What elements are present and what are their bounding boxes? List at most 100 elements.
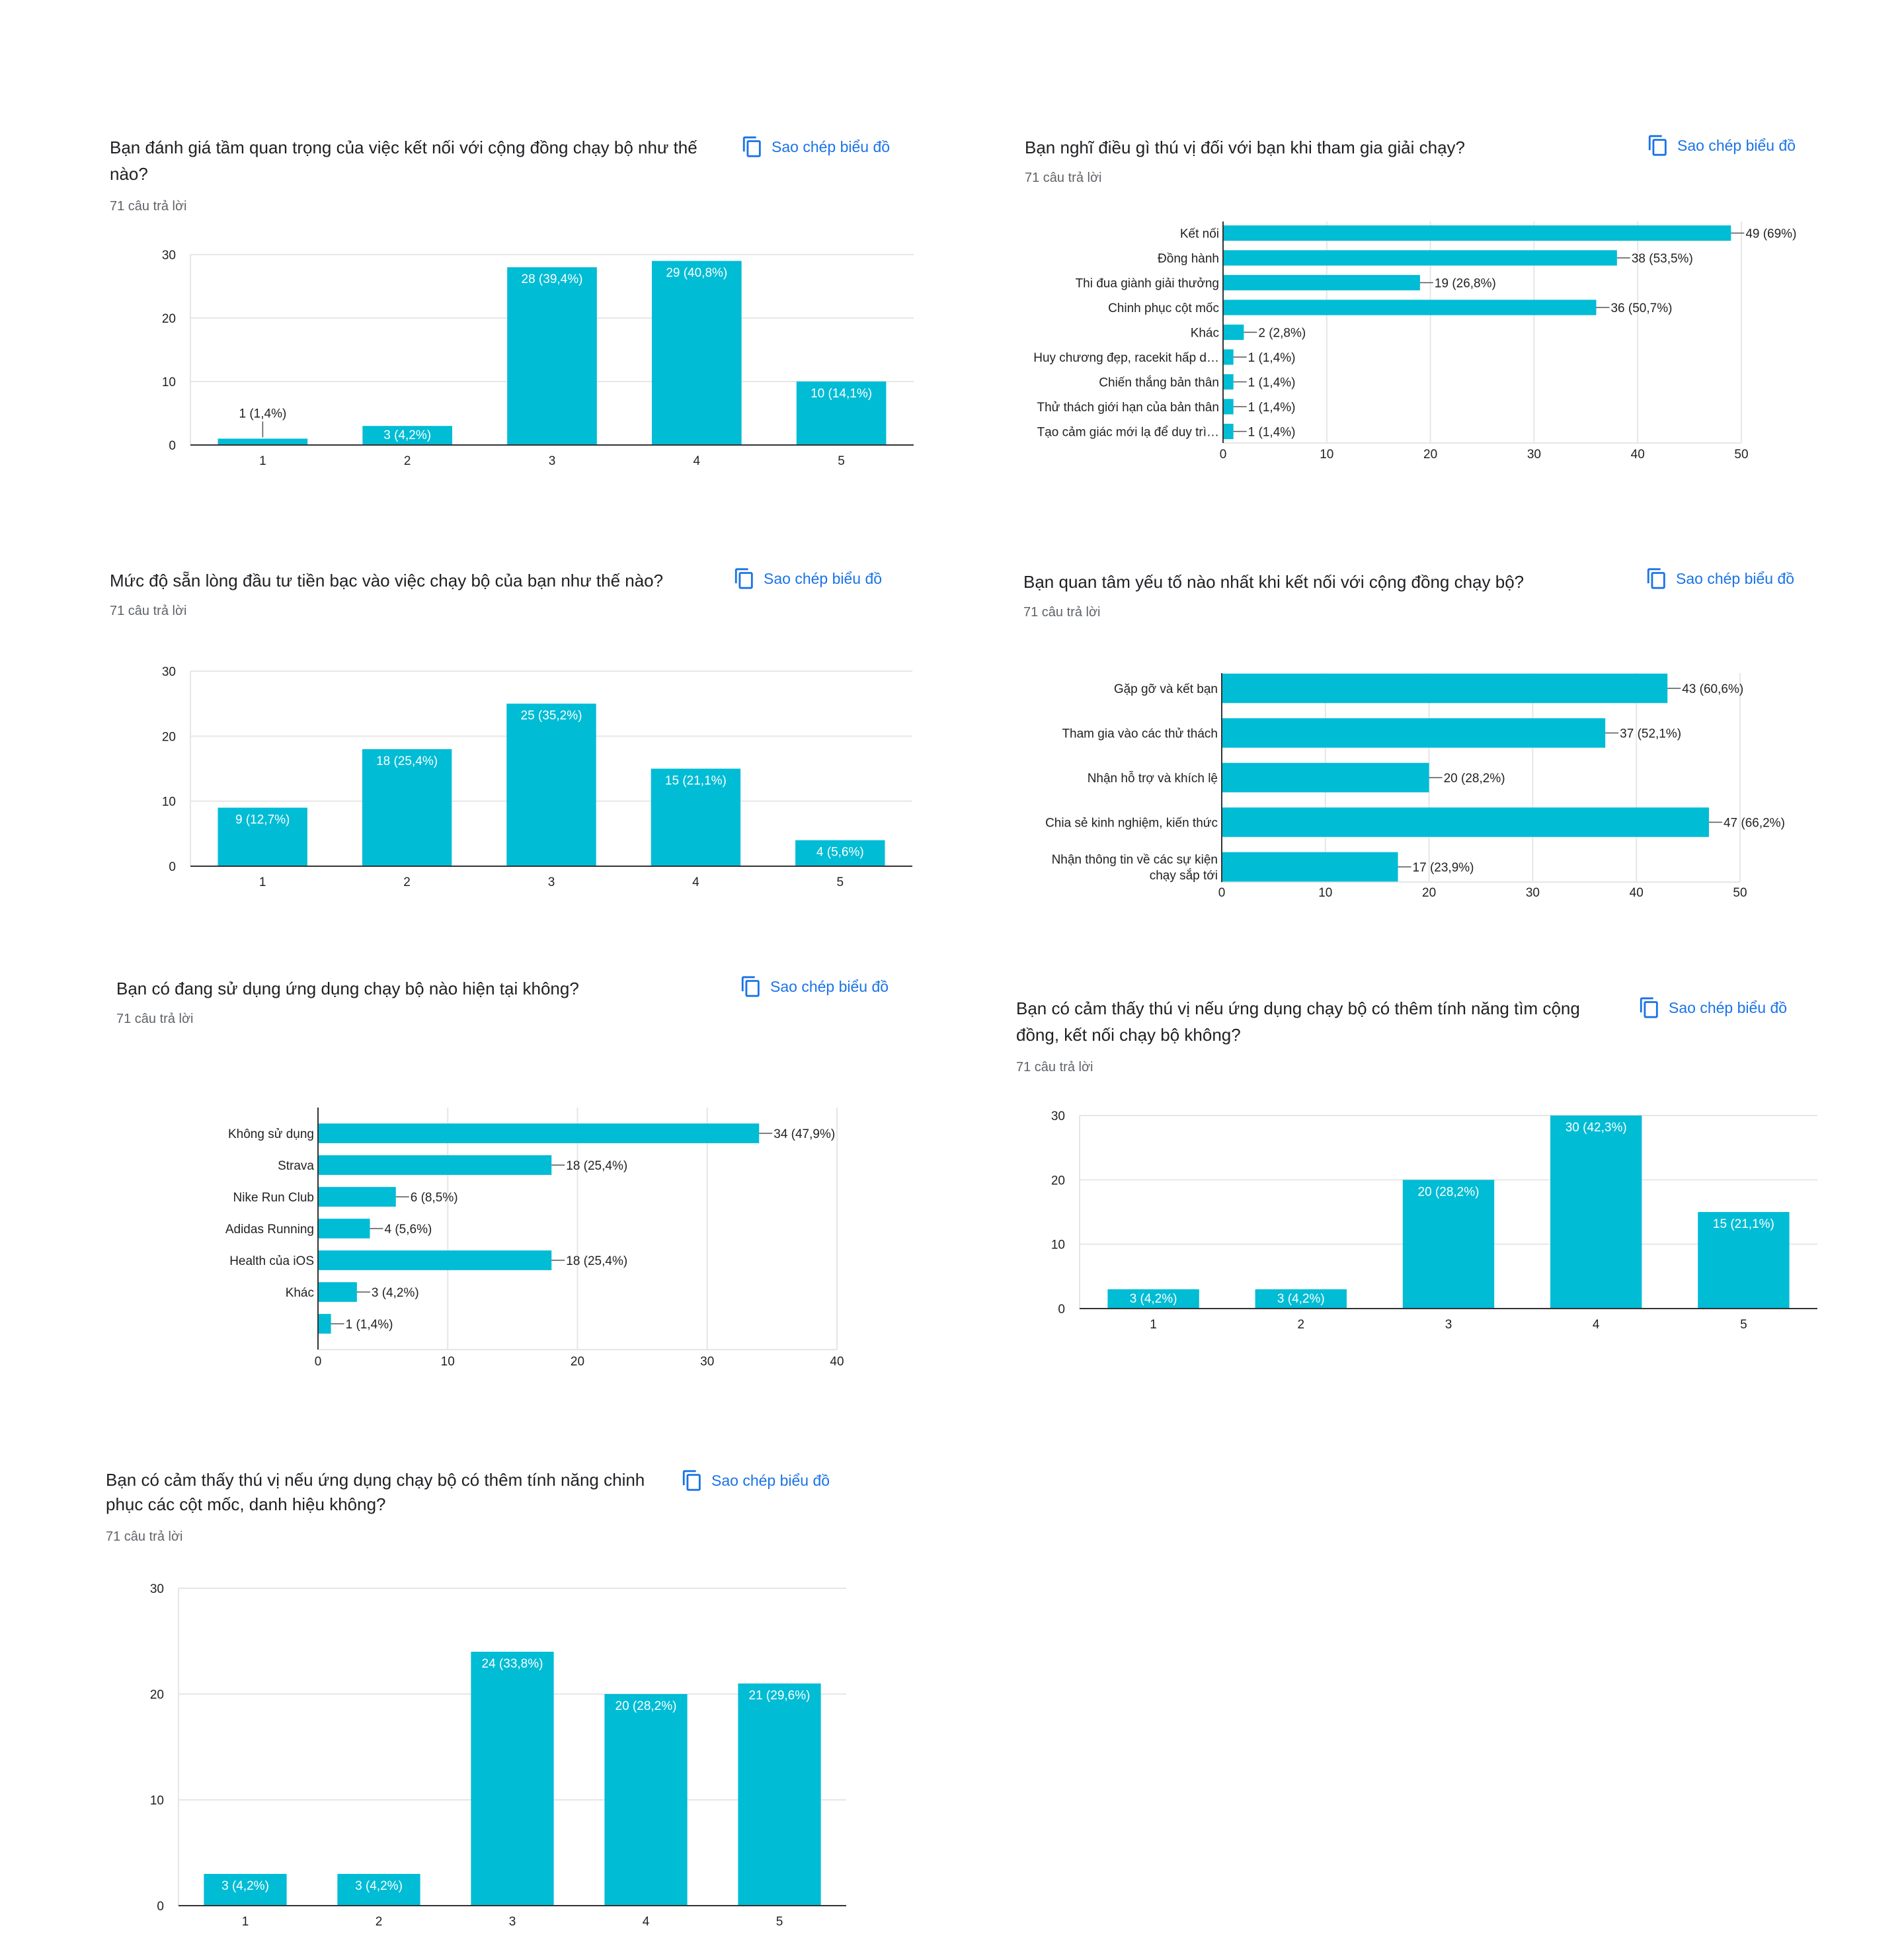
copy-chart-label: Sao chép biểu đồ <box>1677 136 1796 154</box>
data-label: 36 (50,7%) <box>1610 302 1672 315</box>
data-label: 25 (35,2%) <box>521 709 582 723</box>
bar-chart: 0 10 20 30 40 50 49 (69%) Kết nối 38 (53,5%) Đồng… <box>1033 222 1796 462</box>
data-label: 43 (60,6%) <box>1682 682 1743 696</box>
copy-chart-button[interactable]: Sao chép biểu đồ <box>740 975 889 998</box>
bar <box>506 704 596 866</box>
x-tick-label: 5 <box>1740 1318 1747 1332</box>
copy-chart-button[interactable]: Sao chép biểu đồ <box>733 567 882 590</box>
y-tick-label: 10 <box>162 376 176 389</box>
category-label: Nhận hỗ trợ và khích lệ <box>1088 771 1218 786</box>
category-label: Health của iOS <box>229 1254 314 1268</box>
response-count: 71 câu trả lời <box>1016 1060 1093 1074</box>
x-tick-label: 2 <box>404 454 411 468</box>
copy-icon <box>742 136 761 157</box>
data-label: 17 (23,9%) <box>1413 861 1474 875</box>
copy-chart-label: Sao chép biểu đồ <box>1676 569 1795 587</box>
category-label: Thi đua giành giải thưởng <box>1076 277 1219 291</box>
copy-icon <box>741 976 760 997</box>
data-label: 18 (25,4%) <box>566 1254 627 1268</box>
x-tick-label: 5 <box>776 1915 783 1929</box>
y-tick-label: 10 <box>150 1794 164 1808</box>
category-label: Thử thách giới hạn của bản thân <box>1037 401 1219 415</box>
copy-chart-label: Sao chép biểu đồ <box>711 1471 830 1489</box>
copy-chart-label: Sao chép biểu đồ <box>770 977 889 995</box>
bar-chart: 0 10 20 30 40 50 43 (60,6%) Gặp gỡ và kết bạn 37… <box>1045 673 1785 900</box>
data-label: 1 (1,4%) <box>346 1318 393 1332</box>
category-label: Tạo cảm giác mới lạ để duy trì… <box>1037 426 1219 440</box>
y-tick-label: 10 <box>162 795 176 809</box>
copy-chart-button[interactable]: Sao chép biểu đồ <box>1646 567 1794 590</box>
data-label: 15 (21,1%) <box>665 774 727 788</box>
data-label: 29 (40,8%) <box>666 266 727 280</box>
bar <box>795 840 885 866</box>
data-label: 19 (26,8%) <box>1435 277 1496 291</box>
bar <box>318 1123 760 1143</box>
data-label: 18 (25,4%) <box>566 1159 627 1173</box>
bar <box>1255 1289 1347 1309</box>
x-tick-label: 50 <box>1733 886 1747 900</box>
bar <box>318 1282 357 1302</box>
data-label: 1 (1,4%) <box>1248 426 1296 440</box>
x-tick-label: 10 <box>1320 448 1333 462</box>
y-tick-label: 10 <box>1051 1238 1065 1252</box>
category-label: Nike Run Club <box>233 1191 315 1205</box>
response-count: 71 câu trả lời <box>116 1012 194 1026</box>
copy-chart-button[interactable]: Sao chép biểu đồ <box>741 136 890 158</box>
copy-icon <box>1640 997 1658 1018</box>
x-tick-label: 50 <box>1734 448 1748 462</box>
x-tick-label: 0 <box>1218 886 1226 900</box>
bar <box>604 1694 688 1906</box>
bar <box>318 1250 552 1270</box>
x-tick-label: 30 <box>700 1355 714 1369</box>
x-tick-label: 0 <box>1220 448 1227 462</box>
x-tick-label: 4 <box>1593 1318 1600 1332</box>
data-label: 3 (4,2%) <box>383 428 431 442</box>
bar <box>362 749 452 866</box>
bar <box>1402 1180 1495 1309</box>
bar <box>318 1155 552 1175</box>
x-tick-label: 3 <box>548 875 555 889</box>
data-label: 28 (39,4%) <box>522 272 583 286</box>
data-label: 38 (53,5%) <box>1632 252 1693 266</box>
response-count: 71 câu trả lời <box>106 1529 183 1544</box>
x-tick-label: 4 <box>643 1915 650 1929</box>
x-tick-label: 4 <box>692 875 699 889</box>
data-label: 2 (2,8%) <box>1258 327 1306 341</box>
response-count: 71 câu trả lời <box>1025 171 1102 185</box>
y-tick-label: 30 <box>150 1582 164 1596</box>
x-tick-label: 40 <box>1630 886 1644 900</box>
copy-icon <box>734 568 753 589</box>
bar <box>204 1874 287 1906</box>
y-tick-label: 30 <box>1051 1110 1065 1123</box>
copy-chart-label: Sao chép biểu đồ <box>1669 998 1788 1016</box>
bar <box>318 1187 396 1207</box>
category-label: Đồng hành <box>1158 252 1219 266</box>
copy-chart-label: Sao chép biểu đồ <box>764 569 883 587</box>
category-label: Khác <box>1191 327 1219 341</box>
data-label: 4 (5,6%) <box>385 1223 432 1236</box>
copy-chart-button[interactable]: Sao chép biểu đồ <box>1638 996 1787 1019</box>
question-title: Bạn nghĩ điều gì thú vị đối với bạn khi … <box>1025 138 1466 157</box>
category-label: Khác <box>286 1286 314 1300</box>
data-label: 3 (4,2%) <box>1277 1292 1325 1306</box>
bar <box>1223 324 1244 341</box>
y-tick-label: 0 <box>169 439 176 453</box>
y-tick-label: 20 <box>150 1688 164 1702</box>
x-tick-label: 3 <box>549 454 556 468</box>
bar <box>1222 807 1709 837</box>
x-tick-label: 10 <box>441 1355 455 1369</box>
bar <box>337 1874 420 1906</box>
x-tick-label: 3 <box>509 1915 516 1929</box>
bar <box>1223 225 1731 241</box>
bar-chart: 0 10 20 30 9 (12,7%) 1 18 (25,4%) 2 25 (35,2%) 3 1… <box>162 665 912 889</box>
question-title: Bạn có cảm thấy thú vị nếu ứng dụng chạy… <box>106 1470 645 1514</box>
copy-chart-button[interactable]: Sao chép biểu đồ <box>1647 134 1796 157</box>
bar <box>796 382 887 445</box>
copy-chart-button[interactable]: Sao chép biểu đồ <box>681 1469 830 1492</box>
copy-icon <box>1647 568 1665 589</box>
bar <box>507 267 597 445</box>
bar <box>1550 1115 1642 1309</box>
data-label: 1 (1,4%) <box>1248 401 1296 415</box>
data-label: 20 (28,2%) <box>1444 772 1505 786</box>
data-label: 18 (25,4%) <box>376 754 438 768</box>
